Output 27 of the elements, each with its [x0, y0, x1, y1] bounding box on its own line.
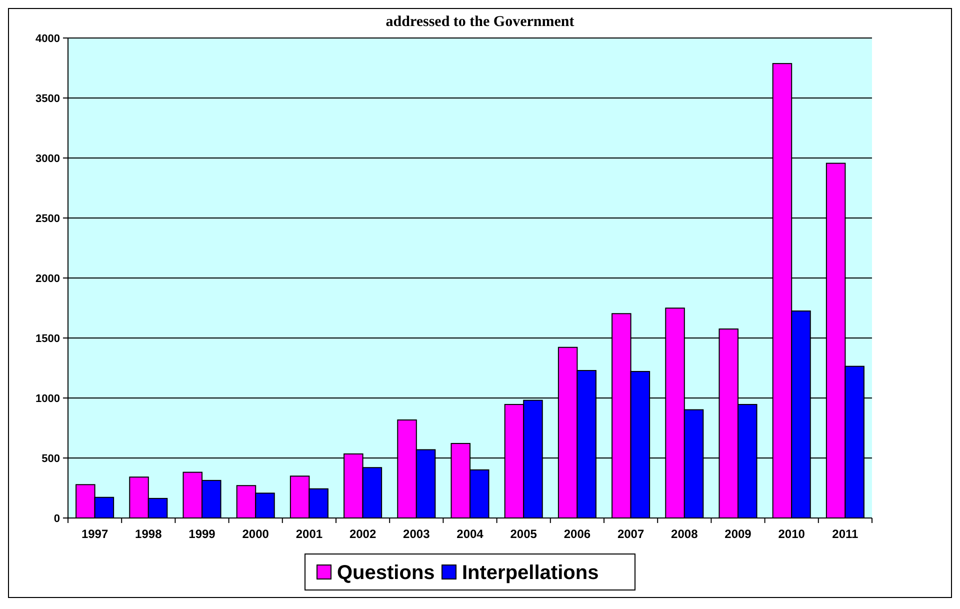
x-tick-label: 1999 [188, 527, 216, 541]
chart-title: addressed to the Government [386, 14, 574, 30]
y-tick-label: 4000 [36, 32, 60, 45]
x-tick-label: 2006 [564, 527, 591, 541]
y-tick-label: 1500 [36, 332, 60, 345]
x-tick-label: 1998 [135, 527, 162, 541]
x-tick-label: 2003 [403, 527, 430, 541]
x-tick-label: 2000 [242, 527, 270, 541]
y-tick-label: 2500 [36, 212, 60, 225]
y-tick-label: 2000 [36, 272, 60, 285]
y-tick-label: 1000 [36, 392, 60, 405]
y-tick-label: 500 [42, 452, 60, 465]
x-tick-label: 2005 [510, 527, 538, 541]
y-tick-label: 0 [54, 512, 60, 525]
x-tick-label: 2007 [617, 527, 644, 541]
x-tick-label: 2008 [671, 527, 698, 541]
x-tick-label: 2009 [724, 527, 752, 541]
x-tick-label: 2004 [456, 527, 484, 541]
x-tick-label: 2010 [778, 527, 806, 541]
x-tick-label: 2011 [832, 527, 859, 541]
legend-label: Questions [337, 562, 435, 584]
y-tick-label: 3500 [36, 92, 60, 105]
x-tick-label: 2001 [296, 527, 323, 541]
y-tick-label: 3000 [36, 152, 60, 165]
x-tick-label: 2002 [349, 527, 376, 541]
x-tick-label: 1997 [81, 527, 108, 541]
legend-label: Interpellations [462, 562, 599, 584]
